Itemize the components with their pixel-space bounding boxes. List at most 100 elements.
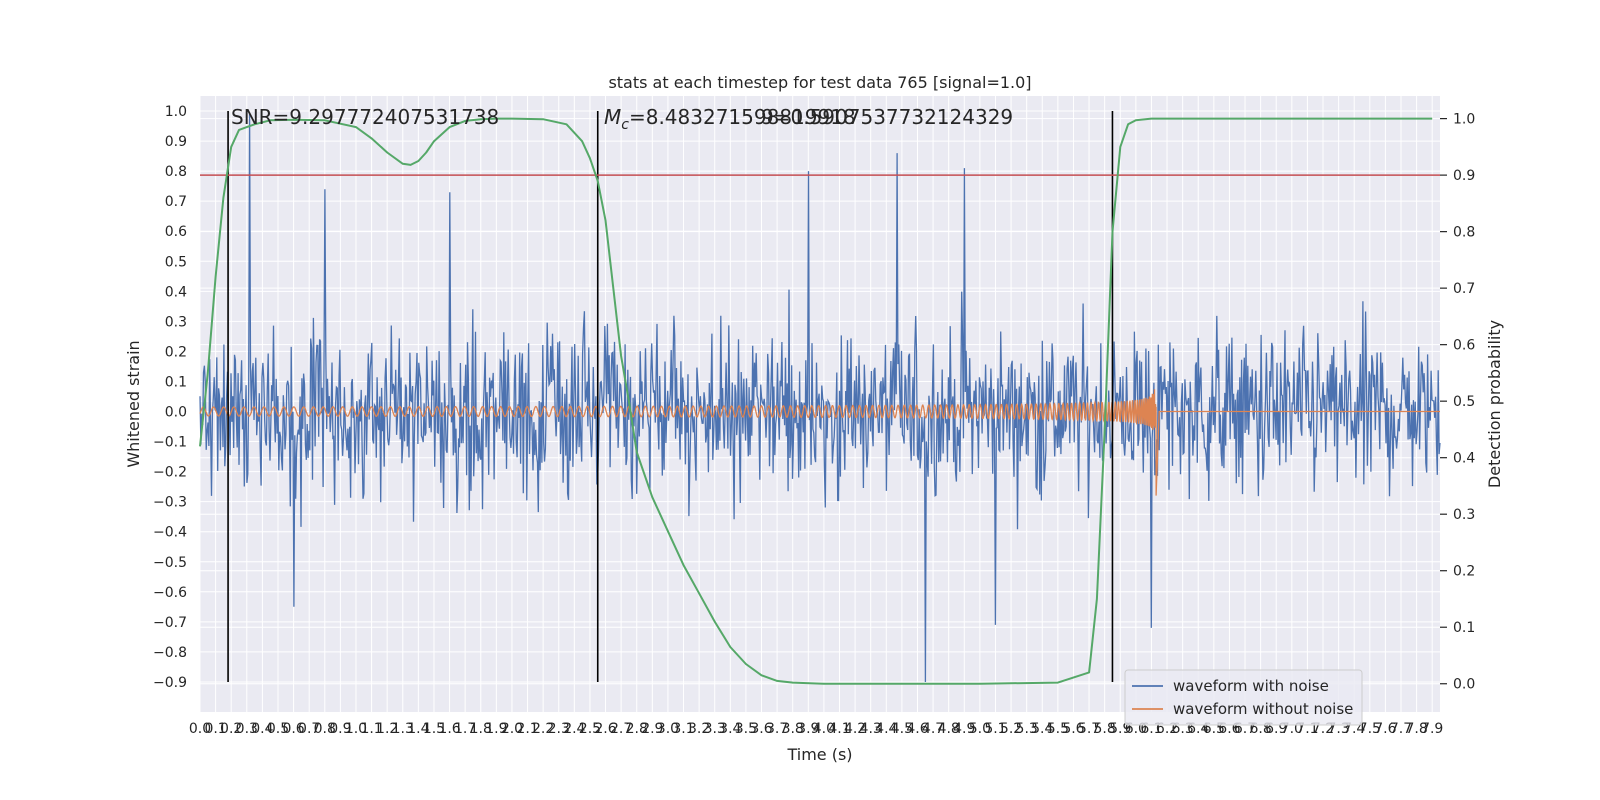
y-tick-label: 0.1	[165, 374, 187, 390]
x-tick-label: 4.4	[875, 721, 897, 737]
x-tick-label: 1.8	[470, 721, 492, 737]
x-tick-label: 2.8	[626, 721, 648, 737]
y-tick-label: −0.1	[153, 435, 187, 451]
series-waveform-with-noise	[199, 113, 1441, 683]
y2-tick-label: 0.7	[1453, 281, 1475, 297]
x-tick-label: 3.8	[782, 721, 804, 737]
legend-label-noise: waveform with noise	[1173, 677, 1329, 695]
x-tick-label: 5.8	[1094, 721, 1116, 737]
y-tick-label: −0.9	[153, 675, 187, 691]
y2-tick-label: 0.0	[1453, 677, 1475, 693]
x-tick-label: 7.7	[1390, 721, 1412, 737]
x-tick-label: 5.6	[1062, 721, 1084, 737]
x-tick-label: 2.5	[579, 721, 601, 737]
x-tick-label: 4.0	[813, 721, 835, 737]
x-tick-label: 4.9	[953, 721, 975, 737]
x-tick-label: 5.3	[1016, 721, 1038, 737]
legend-label-clean: waveform without noise	[1173, 700, 1353, 718]
y-tick-label: −0.8	[153, 645, 187, 661]
y2-axis-label: Detection probability	[1485, 320, 1504, 488]
y-tick-label: −0.5	[153, 555, 187, 571]
x-tick-label: 7.5	[1359, 721, 1381, 737]
y-tick-label: 0.8	[165, 164, 187, 180]
x-tick-label: 3.4	[719, 721, 741, 737]
x-tick-label: 0.4	[251, 721, 273, 737]
y2-tick-label: 0.9	[1453, 168, 1475, 184]
x-tick-label: 3.9	[797, 721, 819, 737]
y2-tick-label: 0.5	[1453, 394, 1475, 410]
x-tick-label: 0.5	[267, 721, 289, 737]
x-tick-label: 1.6	[438, 721, 460, 737]
x-tick-label: 1.2	[376, 721, 398, 737]
y-tick-label: 0.2	[165, 344, 187, 360]
x-tick-label: 1.3	[392, 721, 414, 737]
x-tick-label: 0.6	[282, 721, 304, 737]
x-tick-label: 3.3	[704, 721, 726, 737]
y-tick-label: 0.9	[165, 134, 187, 150]
y-axis-ticks: 1.0 0.9 0.8 0.7 0.6 0.5 0.4 0.3 0.2 0.1 0.0 −0.1 −0.…	[153, 104, 187, 691]
noise-trace	[199, 113, 1441, 683]
series-detection-probability	[199, 117, 1433, 685]
y-tick-label: 0.5	[165, 254, 187, 270]
x-tick-label: 2.3	[548, 721, 570, 737]
x-tick-label: 1.1	[360, 721, 382, 737]
x-tick-label: 5.9	[1109, 721, 1131, 737]
x-tick-label: 5.4	[1031, 721, 1053, 737]
y-tick-label: 1.0	[165, 104, 187, 120]
x-tick-label: 4.7	[922, 721, 944, 737]
y-tick-label: 0.7	[165, 194, 187, 210]
x-tick-label: 0.1	[204, 721, 226, 737]
x-tick-label: 0.2	[220, 721, 242, 737]
y2-axis-ticks: 1.0 0.9 0.8 0.7 0.6 0.5 0.4 0.3 0.2 0.1 0.0	[1440, 112, 1475, 693]
chirp-mass-annotation: Mc=8.483271598819918	[604, 105, 856, 133]
x-tick-label: 2.6	[594, 721, 616, 737]
x-tick-label: 4.3	[860, 721, 882, 737]
x-tick-label: 4.5	[891, 721, 913, 737]
snr-annotation: SNR=9.297772407531738	[231, 105, 499, 129]
chirp-mass-value: =8.483271598819918	[629, 105, 856, 129]
y-axis-label: Whitened strain	[124, 340, 143, 467]
y2-tick-label: 1.0	[1453, 112, 1475, 128]
y2-tick-label: 0.3	[1453, 507, 1475, 523]
x-tick-label: 2.0	[501, 721, 523, 737]
vertical-markers	[227, 111, 1114, 682]
x-tick-label: 4.6	[906, 721, 928, 737]
chart-title: stats at each timestep for test data 765…	[608, 73, 1031, 92]
x-tick-label: 5.1	[984, 721, 1006, 737]
x-tick-label: 4.1	[828, 721, 850, 737]
y-tick-label: 0.4	[165, 284, 187, 300]
series-waveform-without-noise	[199, 389, 1440, 496]
y-tick-label: 0.6	[165, 224, 187, 240]
x-tick-label: 3.1	[672, 721, 694, 737]
y-tick-label: −0.7	[153, 615, 187, 631]
x-tick-label: 5.2	[1000, 721, 1022, 737]
x-tick-label: 2.9	[641, 721, 663, 737]
x-tick-label: 3.5	[735, 721, 757, 737]
x-tick-label: 1.5	[423, 721, 445, 737]
y2-tick-label: 0.2	[1453, 564, 1475, 580]
clean-trace	[199, 389, 1440, 496]
x-tick-label: 2.4	[563, 721, 585, 737]
y-tick-label: −0.3	[153, 495, 187, 511]
y-tick-label: −0.4	[153, 525, 187, 541]
y2-tick-label: 0.1	[1453, 620, 1475, 636]
x-tick-label: 2.2	[532, 721, 554, 737]
x-tick-label: 0.7	[298, 721, 320, 737]
x-tick-label: 5.5	[1047, 721, 1069, 737]
x-tick-label: 3.7	[766, 721, 788, 737]
chirp-mass-subscript: c	[621, 117, 629, 133]
y2-tick-label: 0.4	[1453, 451, 1475, 467]
x-tick-label: 7.8	[1405, 721, 1427, 737]
x-tick-label: 4.8	[938, 721, 960, 737]
y-tick-label: −0.6	[153, 585, 187, 601]
y-tick-label: 0.0	[165, 405, 187, 421]
x-tick-label: 2.1	[516, 721, 538, 737]
x-tick-label: 0.3	[236, 721, 258, 737]
probability-trace	[199, 117, 1433, 685]
x-tick-label: 1.0	[345, 721, 367, 737]
x-tick-label: 3.0	[657, 721, 679, 737]
x-tick-label: 0.9	[329, 721, 351, 737]
legend-box	[1124, 669, 1363, 726]
q-annotation: 9=0.5907537732124329	[761, 105, 1013, 129]
